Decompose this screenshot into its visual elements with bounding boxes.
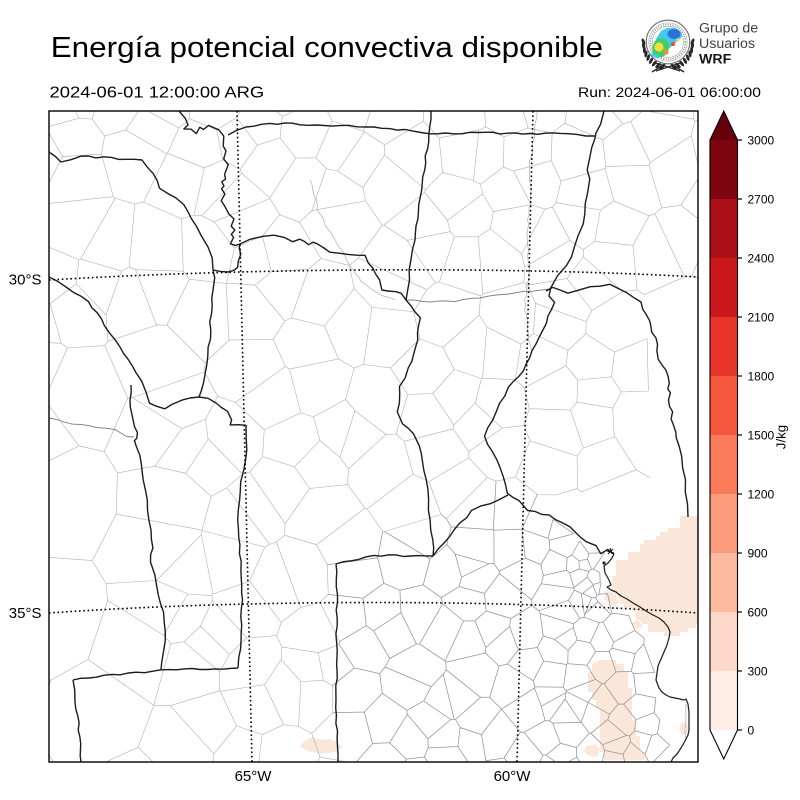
svg-text:2024-06-01 12:00:00 ARG: 2024-06-01 12:00:00 ARG xyxy=(50,84,265,101)
svg-text:0: 0 xyxy=(748,723,755,737)
svg-text:Run: 2024-06-01 06:00:00: Run: 2024-06-01 06:00:00 xyxy=(578,86,761,101)
svg-text:60°W: 60°W xyxy=(494,768,532,785)
svg-text:WRF: WRF xyxy=(699,52,732,68)
svg-text:2100: 2100 xyxy=(748,310,775,324)
svg-text:3000: 3000 xyxy=(748,133,775,147)
svg-text:J/kg: J/kg xyxy=(774,425,789,449)
svg-text:2400: 2400 xyxy=(748,251,775,265)
svg-text:1500: 1500 xyxy=(748,428,775,442)
svg-text:1200: 1200 xyxy=(748,487,775,501)
svg-text:Grupo de: Grupo de xyxy=(699,21,758,37)
svg-text:Usuarios: Usuarios xyxy=(699,36,755,52)
svg-text:30°S: 30°S xyxy=(9,272,42,289)
svg-text:600: 600 xyxy=(748,605,768,619)
svg-text:65°W: 65°W xyxy=(235,768,273,785)
svg-text:300: 300 xyxy=(748,664,768,678)
svg-text:35°S: 35°S xyxy=(9,605,42,622)
svg-text:900: 900 xyxy=(748,546,768,560)
svg-text:Energía potencial convectiva d: Energía potencial convectiva disponible xyxy=(51,32,603,63)
svg-text:2700: 2700 xyxy=(748,192,775,206)
svg-text:1800: 1800 xyxy=(748,369,775,383)
